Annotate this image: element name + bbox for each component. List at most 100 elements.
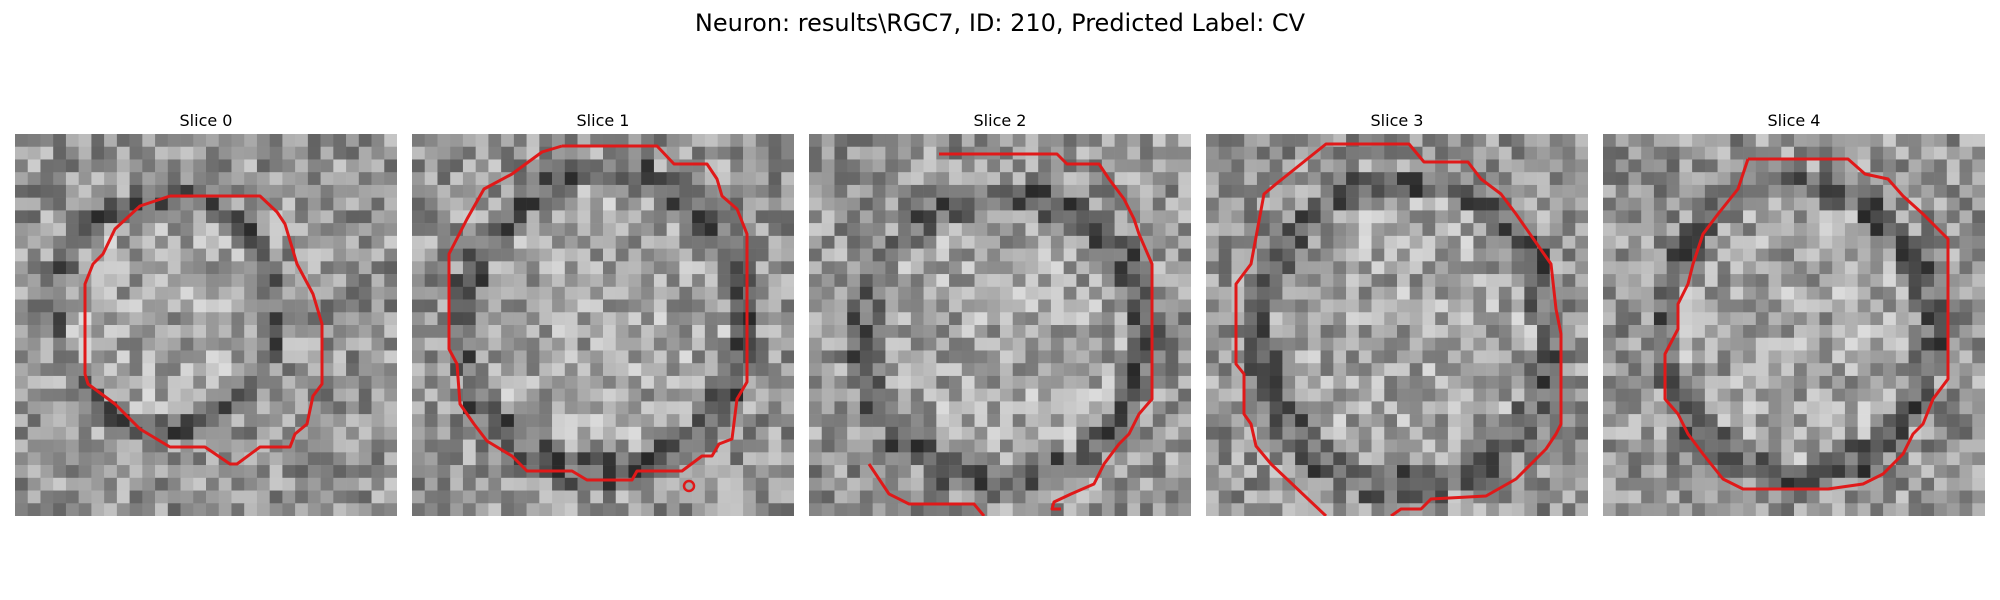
pixel [1435, 210, 1449, 224]
pixel [1549, 210, 1563, 224]
pixel [730, 146, 744, 160]
pixel [1717, 159, 1731, 173]
pixel [488, 274, 502, 288]
pixel [104, 337, 118, 351]
pixel [1012, 299, 1026, 313]
pixel [1895, 363, 1909, 377]
pixel [1231, 465, 1245, 479]
pixel [666, 146, 680, 160]
pixel [1101, 312, 1115, 326]
pixel [1422, 363, 1436, 377]
pixel [552, 146, 566, 160]
pixel [1282, 426, 1296, 440]
pixel [821, 401, 835, 415]
pixel [1883, 312, 1897, 326]
pixel [450, 414, 464, 428]
pixel [1269, 261, 1283, 275]
slice-image-0 [15, 134, 397, 516]
pixel [1089, 134, 1103, 148]
pixel [1231, 210, 1245, 224]
pixel [1755, 286, 1769, 300]
pixel [346, 477, 360, 491]
pixel [1397, 197, 1411, 211]
pixel [193, 477, 207, 491]
pixel [1794, 465, 1808, 479]
pixel [1025, 172, 1039, 186]
pixel [295, 159, 309, 173]
pixel [564, 286, 578, 300]
pixel [730, 337, 744, 351]
pixel [923, 197, 937, 211]
pixel [1832, 375, 1846, 389]
pixel [1358, 325, 1372, 339]
pixel [40, 210, 54, 224]
pixel [1549, 248, 1563, 262]
pixel [40, 299, 54, 313]
pixel [692, 261, 706, 275]
pixel [539, 426, 553, 440]
pixel [27, 274, 41, 288]
pixel [552, 223, 566, 237]
pixel [1575, 146, 1588, 160]
pixel [1666, 159, 1680, 173]
pixel [437, 439, 451, 453]
pixel [371, 286, 385, 300]
pixel [1218, 439, 1232, 453]
pixel [1524, 388, 1538, 402]
pixel [1473, 375, 1487, 389]
pixel [104, 210, 118, 224]
pixel [1641, 350, 1655, 364]
pixel [526, 363, 540, 377]
pixel [987, 235, 1001, 249]
pixel [1358, 286, 1372, 300]
pixel [155, 286, 169, 300]
pixel [628, 159, 642, 173]
pixel [859, 235, 873, 249]
pixel [1794, 146, 1808, 160]
pixel [1295, 274, 1309, 288]
pixel [1755, 414, 1769, 428]
pixel [1653, 490, 1667, 504]
pixel [346, 503, 360, 516]
pixel [781, 426, 794, 440]
pixel [1755, 134, 1769, 148]
pixel [424, 388, 438, 402]
pixel [1384, 210, 1398, 224]
pixel [987, 159, 1001, 173]
pixel [488, 210, 502, 224]
pixel [1628, 503, 1642, 516]
pixel [384, 401, 397, 415]
pixel [755, 223, 769, 237]
pixel [974, 274, 988, 288]
pixel [717, 325, 731, 339]
pixel [1409, 375, 1423, 389]
pixel [1165, 503, 1179, 516]
pixel [1549, 235, 1563, 249]
pixel [552, 414, 566, 428]
pixel [1844, 235, 1858, 249]
pixel [1178, 134, 1191, 148]
pixel [1768, 159, 1782, 173]
pixel [1435, 465, 1449, 479]
pixel [987, 248, 1001, 262]
pixel [346, 299, 360, 313]
pixel [1692, 465, 1706, 479]
pixel [653, 172, 667, 186]
pixel [679, 312, 693, 326]
pixel [1050, 414, 1064, 428]
pixel [949, 325, 963, 339]
pixel [809, 375, 823, 389]
pixel [1076, 172, 1090, 186]
pixel [1218, 274, 1232, 288]
pixel [1768, 261, 1782, 275]
pixel [641, 248, 655, 262]
pixel [1615, 337, 1629, 351]
pixel [167, 375, 181, 389]
pixel [1371, 414, 1385, 428]
pixel [1282, 401, 1296, 415]
pixel [1307, 414, 1321, 428]
pixel [1628, 286, 1642, 300]
pixel [307, 274, 321, 288]
pixel [834, 363, 848, 377]
pixel [1666, 261, 1680, 275]
